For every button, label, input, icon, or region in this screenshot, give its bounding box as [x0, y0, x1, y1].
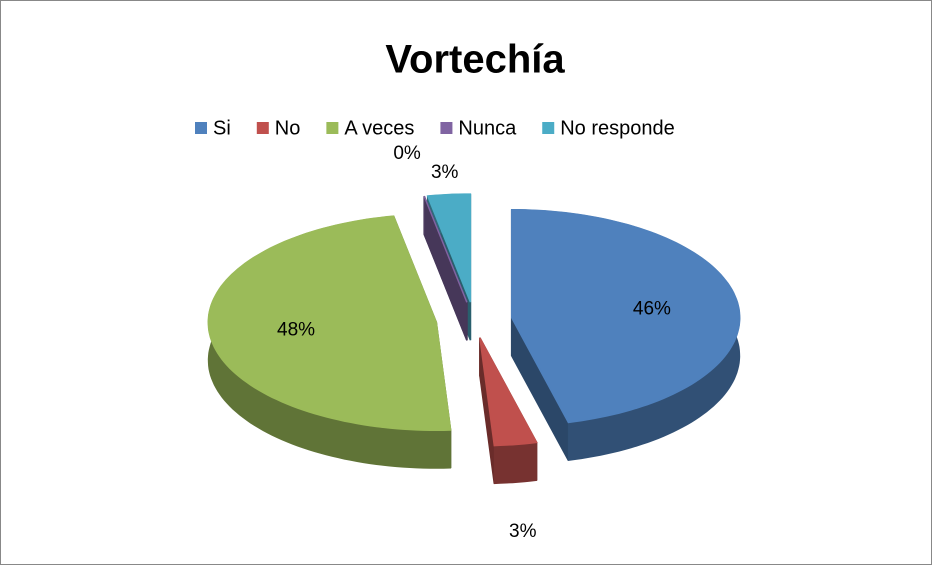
chart-title: Vortechía	[385, 38, 565, 82]
legend-swatch	[440, 122, 453, 134]
slice	[479, 337, 538, 447]
legend-swatch	[256, 122, 269, 134]
pie	[207, 193, 741, 485]
slice-side	[493, 441, 538, 485]
legend-label: A veces	[344, 117, 414, 139]
slice	[510, 208, 741, 424]
legend-swatch	[326, 122, 339, 134]
legend-label: Nunca	[458, 117, 517, 139]
legend-label: Si	[213, 117, 231, 139]
data-label: 48%	[277, 320, 315, 341]
data-label: 46%	[633, 298, 671, 319]
slice	[423, 195, 468, 303]
slice	[426, 193, 472, 303]
slice	[207, 215, 452, 432]
legend-swatch	[195, 122, 207, 134]
data-label: 3%	[509, 521, 537, 542]
data-label: 0%	[393, 143, 421, 164]
legend-label: No	[275, 117, 301, 139]
data-label: 3%	[431, 162, 459, 183]
legend-swatch	[542, 122, 555, 134]
legend-label: No responde	[560, 117, 675, 139]
